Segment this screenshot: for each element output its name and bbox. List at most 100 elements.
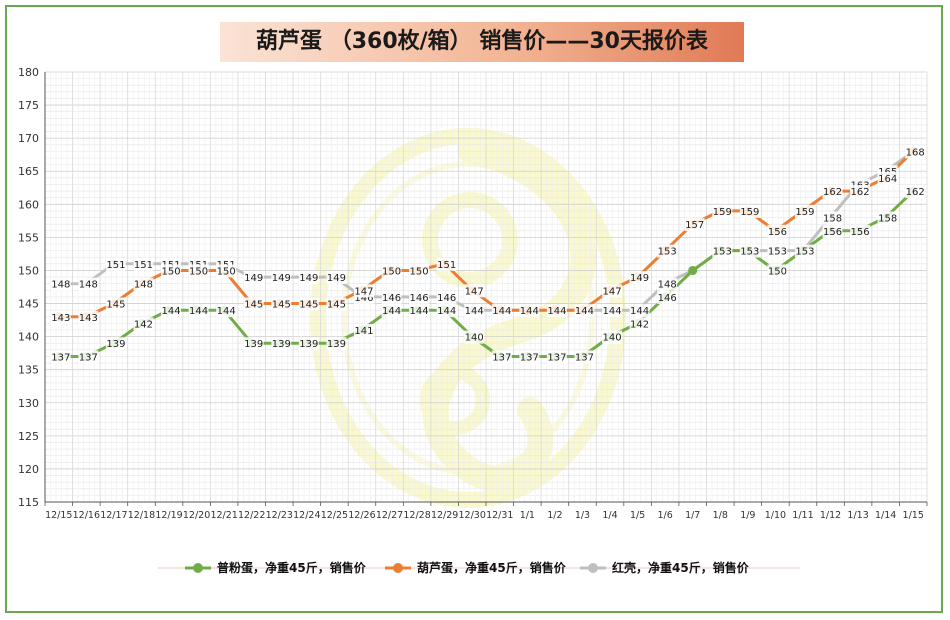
data-label-bg [767,224,788,238]
x-tick-label: 12/20 [183,510,210,521]
y-tick-label: 125 [18,430,39,443]
x-tick-label: 12/29 [431,510,458,521]
data-label-bg [381,290,402,304]
data-label-bg [657,290,678,304]
x-tick-label: 12/18 [128,510,155,521]
data-label: 150 [189,266,208,277]
data-label-bg [546,350,567,364]
data-label-bg [712,244,733,258]
data-label-bg [739,204,760,218]
data-label: 151 [437,260,456,271]
data-label: 144 [465,306,484,317]
series-2-labels: 143 143 145 148 150 150 150 145 145 145 145 147 150 1… [50,171,898,324]
x-tick-label: 1/12 [820,510,841,521]
series-1-labels: 137 137 139 142 144 144 144 139 139 139 139 141 144 1… [50,185,926,364]
y-tick-label: 180 [18,66,39,79]
x-tick-label: 1/13 [847,510,868,521]
data-label: 147 [465,286,484,297]
data-label: 146 [382,293,401,304]
data-label-bg [326,271,347,285]
data-label: 149 [244,273,263,284]
data-label: 139 [244,339,263,350]
data-label: 144 [547,306,566,317]
x-tick-label: 12/22 [238,510,265,521]
legend-item-1: 普粉蛋，净重45斤，销售价 [185,560,367,575]
data-label: 145 [272,300,291,311]
data-label-bg [436,304,457,318]
y-tick-label: 120 [18,463,39,476]
grid-lines [44,71,928,503]
legend-swatch-marker [193,563,203,573]
data-label-bg [822,185,843,199]
data-label: 144 [437,306,456,317]
data-label: 140 [465,333,484,344]
legend-label: 普粉蛋，净重45斤，销售价 [217,560,367,575]
data-label: 142 [134,319,153,330]
legend-label: 红壳，净重45斤，销售价 [612,560,750,575]
x-tick-label: 1/1 [520,510,535,521]
data-label-bg [519,304,540,318]
data-label-bg [905,185,926,199]
data-label: 156 [768,227,787,238]
x-tick-label: 1/9 [740,510,755,521]
data-label: 137 [492,352,511,363]
x-tick-label: 1/10 [765,510,786,521]
y-tick-label: 140 [18,331,39,344]
data-label: 143 [79,313,98,324]
data-label-bg [78,310,99,324]
data-label-bg [133,277,154,291]
data-label-bg [822,224,843,238]
legend: 普粉蛋，净重45斤，销售价 葫芦蛋，净重45斤，销售价 红壳，净重45斤，销售价 [158,560,800,575]
x-tick-label: 12/28 [403,510,430,521]
data-label-bg [409,264,430,278]
chart-title-banner: 葫芦蛋 （360枚/箱） 销售价——30天报价表 [220,22,744,62]
data-label: 137 [547,352,566,363]
data-label-bg [574,350,595,364]
data-label-bg [381,304,402,318]
data-label-bg [905,145,926,159]
data-label-bg [188,304,209,318]
data-label: 159 [795,207,814,218]
data-label: 148 [134,280,153,291]
legend-item-2: 葫芦蛋，净重45斤，销售价 [385,560,567,575]
data-label: 151 [106,260,125,271]
data-label-bg [877,171,898,185]
data-label: 149 [299,273,318,284]
data-label: 150 [382,266,401,277]
x-tick-label: 12/25 [321,510,348,521]
data-label-bg [78,277,99,291]
legend-swatch-marker [393,563,403,573]
y-tick-label: 170 [18,132,39,145]
y-tick-label: 160 [18,198,39,211]
x-tick-label: 1/4 [602,510,617,521]
data-label-bg [519,350,540,364]
data-point [688,265,698,275]
x-tick-label: 12/16 [73,510,100,521]
x-tick-label: 1/8 [713,510,728,521]
data-label: 139 [299,339,318,350]
data-label: 150 [217,266,236,277]
data-label: 137 [79,352,98,363]
data-label: 157 [685,220,704,231]
data-label: 147 [602,286,621,297]
data-label-bg [464,284,485,298]
data-label: 145 [106,300,125,311]
data-label: 156 [823,227,842,238]
data-label: 149 [272,273,291,284]
data-label-bg [78,350,99,364]
data-label: 148 [51,280,70,291]
data-label: 148 [658,280,677,291]
data-label-bg [574,304,595,318]
y-tick-label: 155 [18,231,39,244]
data-label-bg [133,317,154,331]
data-label: 150 [768,266,787,277]
data-label: 142 [630,319,649,330]
data-label-bg [105,297,126,311]
x-tick-label: 12/31 [486,510,513,521]
data-label: 156 [851,227,870,238]
y-tick-label: 165 [18,165,39,178]
data-label-bg [50,310,71,324]
axes: 115 120 125 130 135 140 145 150 155 160 165 170 175 1… [18,66,928,521]
data-label-bg [767,264,788,278]
data-label: 139 [106,339,125,350]
